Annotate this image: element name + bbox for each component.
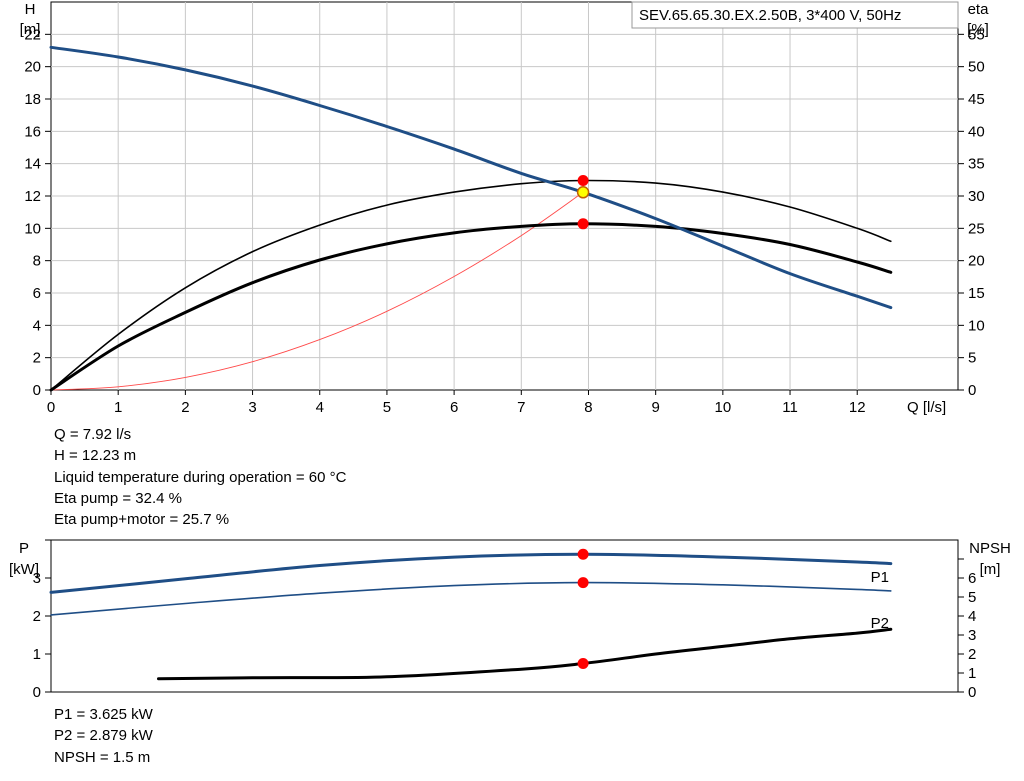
y-left-tick-label: 18 [24, 91, 41, 108]
y-right-tick-label: 5 [968, 350, 976, 367]
y-left-axis-label: H [25, 1, 36, 18]
y-right-tick-label: 1 [968, 665, 976, 682]
y-left-tick-label: 16 [24, 123, 41, 140]
performance-chart: 0 1 2 3 4 5 6 7 8 9 10 11 12024681012141618202205101… [20, 1, 990, 416]
operating-point-marker [577, 658, 589, 669]
y-right-tick-label: 4 [968, 608, 976, 625]
system-curve [50, 191, 584, 391]
plot-area [50, 539, 959, 693]
y-left-axis-unit: [kW] [9, 561, 39, 578]
x-tick-label: 3 [248, 399, 256, 416]
eta-pump-curve [50, 179, 892, 391]
y-right-tick-label: 2 [968, 646, 976, 663]
x-tick-label: 9 [651, 399, 659, 416]
y-right-tick-label: 3 [968, 627, 976, 644]
x-tick-label: 8 [584, 399, 592, 416]
title-box [631, 1, 959, 29]
y-left-tick-label: 22 [24, 26, 41, 43]
p1-curve [49, 552, 893, 594]
y-left-tick-label: 20 [24, 59, 41, 76]
y-right-tick-label: 45 [968, 91, 985, 108]
x-axis-label: Q [l/s] [907, 399, 946, 416]
y-left-axis-unit: [m] [20, 21, 41, 38]
y-left-tick-label: 8 [33, 253, 41, 270]
y-left-tick-label: 3 [33, 570, 41, 587]
eta-pump-readout: Eta pump = 32.4 % [54, 489, 182, 507]
p1-series-label: P1 [871, 569, 889, 586]
eta-pump-motor-curve [49, 222, 893, 392]
y-right-tick-label: 0 [968, 382, 976, 399]
y-left-tick-label: 0 [33, 382, 41, 399]
y-right-axis-label: NPSH [969, 540, 1011, 557]
x-tick-label: 6 [450, 399, 458, 416]
y-right-tick-label: 40 [968, 123, 985, 140]
npsh-curve [157, 627, 893, 681]
y-right-tick-label: 15 [968, 285, 985, 302]
y-left-tick-label: 4 [33, 317, 41, 334]
eta-pump-motor-readout: Eta pump+motor = 25.7 % [54, 511, 230, 529]
efficiency-marker [577, 174, 589, 186]
operating-point-marker [577, 548, 589, 560]
y-right-tick-label: 30 [968, 188, 985, 205]
y-left-tick-label: 10 [24, 220, 41, 237]
y-left-tick-label: 2 [33, 350, 41, 367]
x-tick-label: 1 [114, 399, 122, 416]
p1-readout: P1 = 3.625 kW [54, 706, 153, 723]
y-left-axis-label: P [19, 540, 29, 557]
x-tick-label: 0 [47, 399, 55, 416]
efficiency-marker [577, 218, 589, 230]
y-right-tick-label: 6 [968, 570, 976, 587]
y-right-tick-label: 50 [968, 59, 985, 76]
y-left-tick-label: 12 [24, 188, 41, 205]
liquid-temperature-readout: Liquid temperature during operation = 60… [54, 468, 347, 486]
x-tick-label: 11 [782, 399, 798, 416]
y-left-tick-label: 0 [33, 684, 41, 701]
power-readout: P1 = 3.625 kW P2 = 2.879 kW NPSH = 1.5 m [54, 704, 153, 768]
y-right-tick-label: 25 [968, 220, 985, 237]
x-tick-label: 12 [849, 399, 866, 416]
y-left-tick-label: 2 [33, 608, 41, 625]
x-tick-label: 10 [715, 399, 732, 416]
x-tick-label: 4 [316, 399, 324, 416]
y-right-tick-label: 0 [968, 684, 976, 701]
y-right-tick-label: 5 [968, 589, 976, 606]
y-right-tick-label: 55 [968, 26, 985, 43]
power-npsh-chart: 0 1 2 3 0 1 2 3 4 5 6 P [kW] NPSH [m] P1 P2 [9, 539, 1011, 701]
y-right-axis-label: eta [968, 1, 990, 18]
y-right-tick-label: 35 [968, 156, 985, 173]
p2-series-label: P2 [871, 615, 889, 632]
operating-point-marker [577, 577, 589, 589]
y-right-axis-unit: [m] [980, 561, 1001, 578]
y-left-tick-label: 1 [33, 646, 41, 663]
x-tick-label: 7 [517, 399, 525, 416]
x-tick-label: 2 [181, 399, 189, 416]
chart-title: SEV.65.65.30.EX.2.50B, 3*400 V, 50Hz [639, 7, 901, 24]
duty-point-readout: Q = 7.92 l/s H = 12.23 m Liquid temperat… [54, 424, 346, 530]
npsh-readout: NPSH = 1.5 m [54, 748, 151, 766]
y-right-tick-label: 20 [968, 253, 985, 270]
head-readout: H = 12.23 m [54, 447, 137, 465]
p2-curve [50, 581, 892, 616]
p2-readout: P2 = 2.879 kW [54, 727, 153, 745]
y-left-tick-label: 6 [33, 285, 41, 302]
duty-point-marker [576, 186, 590, 199]
x-tick-label: 5 [383, 399, 391, 416]
y-right-tick-label: 10 [968, 317, 985, 334]
flow-readout: Q = 7.92 l/s [54, 426, 132, 443]
H-curve [49, 45, 893, 310]
y-right-axis-unit: [%] [967, 21, 989, 38]
y-left-tick-label: 14 [24, 156, 41, 173]
